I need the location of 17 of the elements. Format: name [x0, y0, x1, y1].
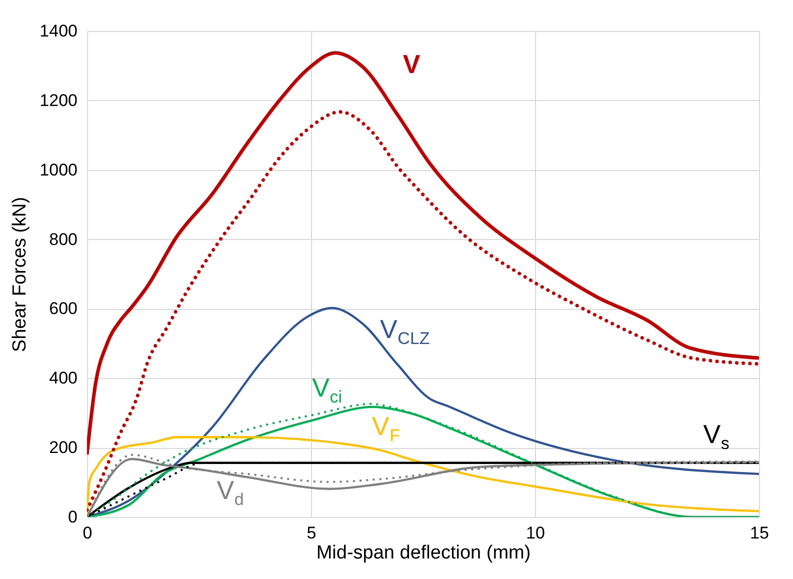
- y-tick-label: 400: [49, 368, 78, 388]
- y-axis-title: Shear Forces (kN): [10, 196, 31, 352]
- y-tick-label: 1200: [40, 90, 78, 110]
- y-tick-label: 1400: [40, 22, 78, 40]
- series-label: V: [402, 49, 421, 80]
- x-tick-label: 10: [526, 524, 545, 542]
- y-tick-label: 0: [68, 508, 78, 526]
- line-series: [87, 110, 759, 512]
- x-axis-title: Mid-span deflection (mm): [316, 542, 531, 564]
- y-tick-label: 1000: [40, 160, 78, 180]
- y-tick-label: 800: [49, 230, 78, 249]
- y-tick-label: 600: [49, 299, 78, 318]
- x-tick-label: 15: [750, 524, 769, 542]
- x-tick-label: 5: [306, 524, 316, 542]
- y-tick-label: 200: [49, 438, 78, 458]
- x-tick-label: 0: [82, 524, 92, 542]
- line-series: [87, 51, 759, 456]
